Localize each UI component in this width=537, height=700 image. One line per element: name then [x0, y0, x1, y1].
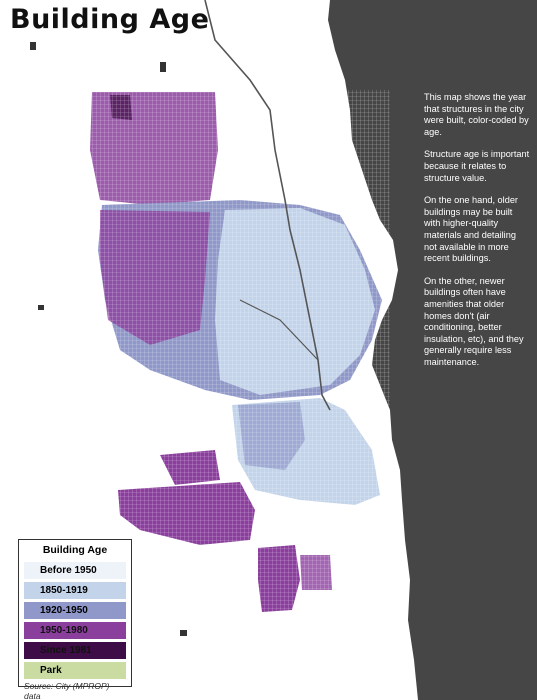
paragraph: On the other, newer buildings often have…: [424, 275, 524, 367]
legend-swatch: 1950-1980: [24, 621, 126, 639]
river: [239, 299, 319, 361]
legend-swatch: 1850-1919: [24, 581, 126, 599]
legend-swatch: 1920-1950: [24, 601, 126, 619]
legend-swatch: Park: [24, 661, 126, 679]
legend-item: 1950-1980: [24, 621, 126, 639]
legend-label: 1950-1980: [40, 624, 88, 636]
description: This map shows the year that structures …: [424, 92, 530, 379]
river: [204, 0, 331, 411]
source: Source: City (MPROP) data: [24, 681, 110, 700]
legend-label: 1850-1919: [40, 584, 88, 596]
legend-label: Before 1950: [40, 564, 97, 576]
districts: [90, 90, 390, 620]
legend-title: Building Age: [42, 544, 108, 556]
legend-swatch: Since 1981: [24, 641, 126, 659]
title: Building Age: [10, 4, 210, 35]
legend-label: 1920-1950: [40, 604, 88, 616]
legend-item: 1920-1950: [24, 601, 126, 619]
paragraph: On the one hand, older buildings may be …: [424, 195, 518, 264]
legend-item: Before 1950: [24, 561, 126, 579]
legend-item: Park: [24, 661, 126, 679]
legend-items: Before 1950 1850-1919 1920-1950 1950-1980 Si…: [24, 561, 126, 679]
legend-item: Since 1981: [24, 641, 126, 659]
legend-swatch: Before 1950: [24, 561, 126, 579]
islands: [30, 42, 187, 636]
legend-item: 1850-1919: [24, 581, 126, 599]
legend-label: Since 1981: [40, 644, 92, 656]
paragraph: Structure age is important because it re…: [424, 149, 530, 183]
paragraph: This map shows the year that structures …: [424, 92, 529, 137]
legend: Building Age Before 1950 1850-1919 1920-19…: [18, 539, 132, 700]
legend-label: Park: [40, 664, 62, 676]
